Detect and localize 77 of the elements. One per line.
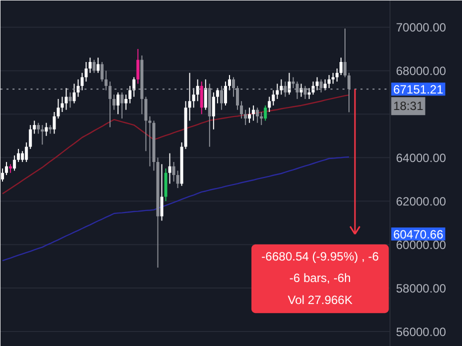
text: 18:31	[393, 99, 424, 114]
ref-line-label: 67151.21	[393, 82, 444, 97]
candlestick	[224, 81, 228, 106]
candlestick	[244, 109, 247, 126]
candlestick	[324, 78, 327, 91]
text: 60470.66	[393, 228, 444, 242]
candlestick	[264, 104, 267, 122]
candlestick	[276, 83, 279, 100]
y-tick-label: 58000.00	[396, 282, 446, 296]
candlestick	[148, 116, 152, 167]
candlestick	[272, 90, 275, 106]
candlestick	[316, 76, 319, 91]
candlestick	[32, 120, 36, 134]
candlestick	[120, 92, 124, 120]
candlestick	[328, 74, 331, 89]
y-tick-label: 68000.00	[396, 64, 446, 78]
candlestick	[68, 92, 72, 108]
candlestick	[344, 28, 346, 78]
candlestick	[340, 57, 343, 76]
candlestick	[88, 57, 92, 74]
candlestick	[332, 72, 335, 84]
y-tick-label: 70000.00	[396, 20, 446, 35]
candlestick	[164, 168, 168, 202]
candlestick	[16, 148, 20, 162]
candlestick	[72, 83, 76, 104]
candlestick	[144, 96, 148, 152]
candlestick	[256, 107, 259, 124]
candlestick	[292, 76, 295, 89]
annotation: -6 bars, -6h	[289, 271, 351, 286]
candlestick	[196, 78, 200, 102]
candlestick	[204, 78, 208, 110]
candlestick	[336, 68, 339, 82]
candlestick	[20, 150, 24, 162]
candlestick	[128, 85, 132, 104]
candlestick	[212, 92, 216, 130]
candlestick	[92, 59, 96, 74]
candlestick	[240, 100, 243, 120]
candlestick	[188, 72, 192, 122]
candlestick	[76, 78, 80, 98]
candlestick	[248, 107, 251, 124]
candlestick	[312, 81, 315, 96]
candlestick	[112, 94, 116, 110]
candlestick	[52, 111, 56, 134]
candlestick	[44, 122, 48, 136]
candlestick	[1, 168, 4, 182]
annotation: Vol 27.966K	[288, 293, 352, 308]
candlestick	[12, 154, 16, 172]
candlestick	[168, 152, 172, 184]
candlestick	[192, 88, 196, 108]
y-tick-label: 56000.00	[396, 325, 446, 340]
candlestick	[268, 96, 271, 112]
candlestick	[96, 57, 100, 74]
candlestick	[80, 72, 84, 91]
line-series	[2, 94, 350, 194]
candlestick	[308, 88, 311, 100]
candlestick	[216, 88, 220, 104]
candlestick	[136, 48, 140, 84]
candlestick	[24, 142, 28, 162]
candlestick	[280, 78, 283, 96]
candlestick	[200, 81, 204, 115]
candlestick	[260, 111, 263, 126]
candlestick	[4, 161, 8, 176]
candlestick	[40, 124, 44, 146]
y-tick-label: 64000.00	[396, 151, 446, 166]
candlestick	[124, 94, 128, 110]
candlestick	[132, 76, 136, 98]
candlestick	[64, 88, 68, 110]
candlestick	[228, 74, 231, 91]
candlestick	[84, 62, 88, 82]
candlestick	[28, 124, 32, 150]
candlestick	[160, 164, 164, 222]
candlestick	[36, 122, 40, 134]
y-tick-label: 62000.00	[396, 194, 446, 209]
annotation: -6680.54 (-9.95%) , -6	[261, 249, 380, 264]
candlestick	[252, 104, 255, 122]
candlestick	[116, 92, 120, 115]
candlestick	[100, 62, 104, 82]
